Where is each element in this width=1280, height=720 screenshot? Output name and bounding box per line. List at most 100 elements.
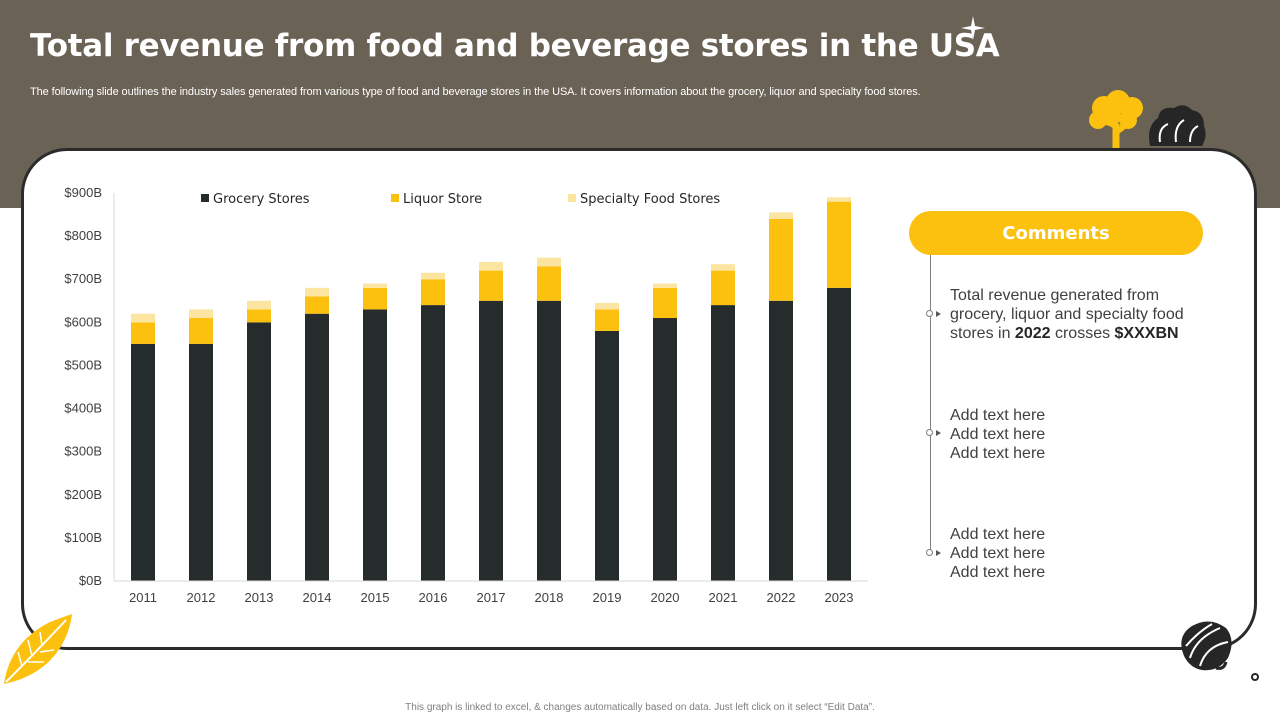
comment-line: Add text here	[950, 445, 1046, 462]
bar-segment	[247, 309, 271, 323]
y-tick-label: $800B	[64, 228, 102, 243]
bar-segment	[305, 296, 329, 314]
bullet-arrow-icon	[936, 550, 941, 556]
x-tick-label: 2014	[303, 590, 332, 605]
bar-segment	[189, 309, 213, 319]
bar-segment	[247, 322, 271, 581]
bar-segment	[595, 330, 619, 581]
comment-value: $XXXBN	[1114, 325, 1179, 342]
bar-segment	[653, 287, 677, 319]
comment-line: Add text here	[950, 545, 1046, 562]
x-tick-label: 2015	[361, 590, 390, 605]
comment-line: Add text here	[950, 564, 1046, 581]
bar-segment	[653, 318, 677, 581]
comment-line: stores in 2022 crosses $XXXBN	[950, 325, 1179, 342]
comment-placeholder: Add text here Add text here Add text her…	[950, 525, 1210, 582]
sparkle-icon	[961, 16, 985, 40]
bar-segment	[537, 257, 561, 267]
bar-segment	[421, 305, 445, 581]
lettuce-icon	[1149, 105, 1206, 146]
bar-segment	[711, 264, 735, 271]
bar-segment	[479, 261, 503, 271]
bar-segment	[827, 287, 851, 581]
x-axis: 2011 2012 2013 2014 2015 2016 2017 2018 2019 2020…	[114, 580, 868, 605]
chart-bars	[131, 197, 851, 581]
comment-line: Add text here	[950, 526, 1046, 543]
bar-segment	[131, 313, 155, 323]
legend-label: Specialty Food Stores	[580, 192, 720, 207]
comment-line: Add text here	[950, 426, 1046, 443]
legend-swatch	[568, 194, 576, 202]
x-tick-label: 2023	[825, 590, 854, 605]
tree-icon	[1089, 90, 1143, 148]
bullet-arrow-icon	[936, 311, 941, 317]
bar-segment	[827, 201, 851, 288]
bar-segment	[479, 270, 503, 301]
footer-note: This graph is linked to excel, & changes…	[405, 702, 875, 713]
chart-legend: Grocery Stores Liquor Store Specialty Food…	[201, 192, 720, 207]
slide-title: Total revenue from food and beverage sto…	[30, 28, 1000, 64]
bar-segment	[711, 305, 735, 581]
bar-segment	[189, 343, 213, 581]
comment-line: Add text here	[950, 407, 1046, 424]
x-tick-label: 2013	[245, 590, 274, 605]
bar-segment	[247, 300, 271, 310]
y-tick-label: $500B	[64, 357, 102, 372]
bar-segment	[305, 287, 329, 297]
y-tick-label: $0B	[79, 573, 102, 588]
leaf-icon	[4, 614, 72, 684]
bar-segment	[537, 266, 561, 301]
comments-timeline	[930, 255, 931, 555]
bar-segment	[595, 309, 619, 331]
bar-segment	[769, 212, 793, 219]
bar-segment	[421, 272, 445, 280]
timeline-bullet	[926, 549, 933, 556]
x-tick-label: 2017	[477, 590, 506, 605]
bullet-arrow-icon	[936, 430, 941, 436]
bar-segment	[595, 302, 619, 310]
y-tick-label: $900B	[64, 185, 102, 200]
legend-swatch	[201, 194, 209, 202]
comments-header: Comments	[909, 211, 1203, 255]
comment-highlight: Total revenue generated from grocery, li…	[950, 286, 1210, 343]
comment-placeholder: Add text here Add text here Add text her…	[950, 406, 1210, 463]
bar-segment	[363, 309, 387, 581]
x-tick-label: 2022	[767, 590, 796, 605]
bar-segment	[537, 300, 561, 581]
bar-segment	[305, 313, 329, 581]
bar-segment	[653, 283, 677, 288]
y-tick-label: $300B	[64, 444, 102, 459]
x-tick-label: 2021	[709, 590, 738, 605]
nut-icon	[1181, 621, 1232, 671]
bar-segment	[131, 343, 155, 581]
y-tick-label: $100B	[64, 530, 102, 545]
y-axis: $0B $100B $200B $300B $400B $500B $600B $700B $8…	[64, 185, 115, 588]
bar-segment	[827, 197, 851, 202]
y-tick-label: $700B	[64, 271, 102, 286]
x-tick-label: 2011	[129, 590, 157, 605]
x-tick-label: 2020	[651, 590, 680, 605]
comment-year: 2022	[1014, 325, 1051, 342]
bar-segment	[769, 218, 793, 301]
ring-icon	[1251, 673, 1259, 681]
bar-segment	[363, 287, 387, 310]
bar-segment	[131, 322, 155, 344]
y-tick-label: $200B	[64, 487, 102, 502]
x-tick-label: 2019	[593, 590, 622, 605]
comment-line: grocery, liquor and specialty food	[950, 306, 1184, 323]
legend-swatch	[391, 194, 399, 202]
bar-segment	[769, 300, 793, 581]
y-tick-label: $600B	[64, 314, 102, 329]
x-tick-label: 2016	[419, 590, 448, 605]
timeline-bullet	[926, 429, 933, 436]
bar-segment	[479, 300, 503, 581]
bar-segment	[363, 283, 387, 288]
timeline-bullet	[926, 310, 933, 317]
comment-line: Total revenue generated from	[950, 287, 1160, 304]
bar-segment	[189, 318, 213, 344]
y-tick-label: $400B	[64, 401, 102, 416]
legend-label: Grocery Stores	[213, 192, 310, 207]
bar-segment	[421, 279, 445, 306]
x-tick-label: 2018	[535, 590, 564, 605]
bar-segment	[711, 270, 735, 306]
